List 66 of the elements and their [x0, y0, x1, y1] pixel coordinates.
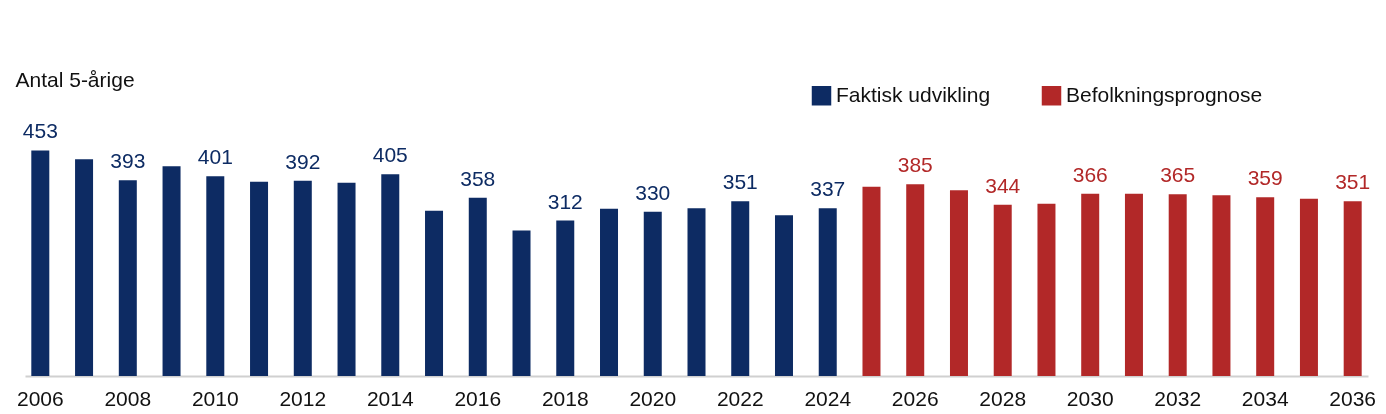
x-tick-label: 2024	[804, 386, 852, 410]
x-tick-label: 2006	[16, 386, 64, 410]
bar	[250, 181, 269, 376]
x-tick-label: 2014	[366, 386, 414, 410]
bar	[1037, 203, 1056, 376]
bar	[731, 201, 750, 376]
x-tick-label: 2036	[1329, 386, 1377, 410]
bar	[1168, 194, 1187, 376]
data-label: 393	[110, 149, 146, 173]
legend-label: Faktisk udvikling	[836, 82, 991, 106]
bar	[468, 197, 487, 376]
data-label: 351	[722, 170, 758, 194]
x-tick-label: 2020	[629, 386, 677, 410]
data-label: 405	[372, 143, 408, 167]
bar	[643, 211, 662, 376]
bar	[337, 182, 356, 376]
data-label: 401	[197, 145, 233, 169]
bar	[206, 176, 225, 376]
x-tick-label: 2008	[104, 386, 152, 410]
x-tick-label: 2010	[191, 386, 239, 410]
bar	[1256, 197, 1275, 376]
bar	[556, 220, 575, 376]
x-tick-label: 2030	[1066, 386, 1114, 410]
bar	[862, 186, 881, 376]
data-label: 359	[1247, 166, 1283, 190]
bar	[118, 180, 137, 376]
bar	[949, 190, 968, 376]
x-tick-label: 2022	[716, 386, 764, 410]
data-label: 337	[810, 177, 846, 201]
x-tick-label: 2034	[1241, 386, 1289, 410]
bar	[774, 215, 793, 376]
x-tick-label: 2032	[1154, 386, 1202, 410]
bar	[818, 208, 837, 376]
data-label: 366	[1072, 162, 1108, 186]
bar	[293, 180, 312, 376]
x-tick-label: 2016	[454, 386, 502, 410]
bar	[1212, 195, 1231, 376]
data-label: 351	[1335, 170, 1371, 194]
x-tick-label: 2012	[279, 386, 327, 410]
bar	[1299, 198, 1318, 376]
data-label: 312	[547, 189, 583, 213]
data-label: 365	[1160, 163, 1196, 187]
x-tick-label: 2026	[891, 386, 939, 410]
data-label: 358	[460, 166, 496, 190]
bar	[687, 208, 706, 376]
data-label: 385	[897, 153, 933, 177]
bar	[381, 174, 400, 376]
y-axis-title: Antal 5-årige	[15, 67, 135, 91]
bar	[1124, 193, 1143, 376]
bar	[162, 166, 181, 376]
bar	[993, 204, 1012, 376]
legend-label: Befolkningsprognose	[1066, 82, 1263, 106]
bar	[600, 208, 619, 376]
bar	[425, 210, 444, 376]
bar	[906, 184, 925, 376]
bar	[1081, 193, 1100, 376]
x-tick-label: 2028	[979, 386, 1027, 410]
bar	[512, 230, 531, 376]
x-tick-label: 2018	[541, 386, 589, 410]
bar	[75, 159, 94, 376]
bar	[1343, 201, 1362, 376]
data-label: 392	[285, 149, 321, 173]
data-label: 344	[985, 173, 1021, 197]
data-label: 330	[635, 180, 671, 204]
bar	[31, 150, 50, 376]
data-label: 453	[22, 119, 58, 143]
